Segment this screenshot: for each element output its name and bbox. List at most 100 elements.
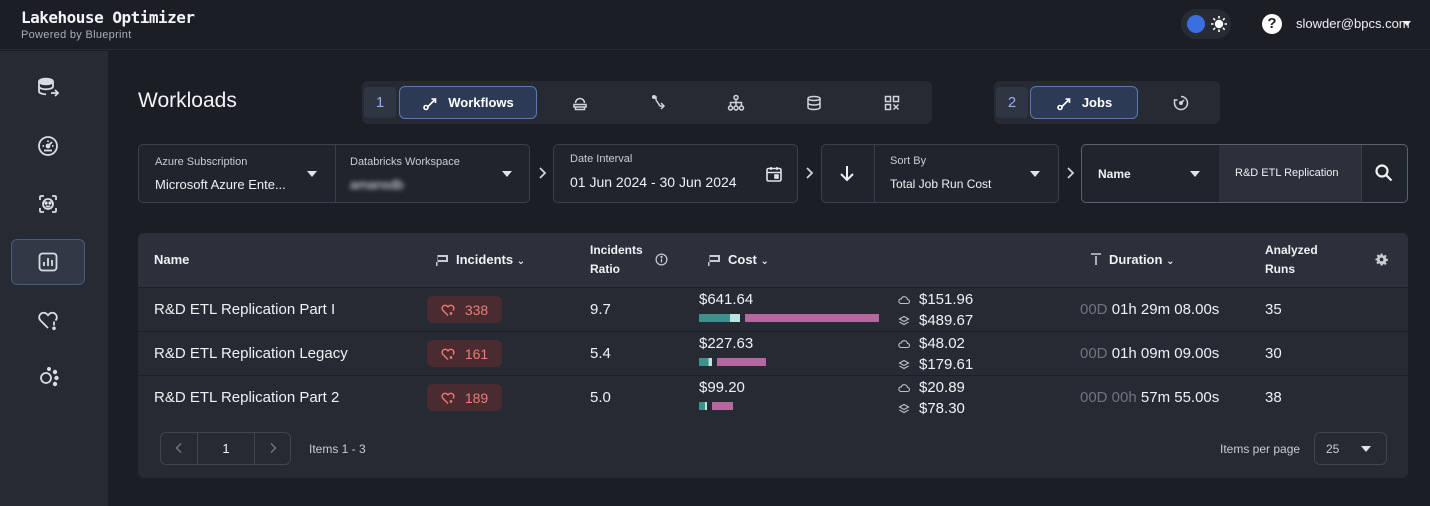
chevron-right-icon[interactable] <box>266 441 280 455</box>
brand[interactable]: Lakehouse Optimizer Powered by Blueprint <box>21 8 195 41</box>
column-incidents-label: Incidents <box>456 252 514 267</box>
table-row[interactable]: R&D ETL Replication Part 2 189 5.0 $99.2… <box>138 375 1408 419</box>
sidebar <box>0 51 108 506</box>
heart-broken-icon <box>441 348 455 360</box>
tab-grid[interactable] <box>859 86 925 119</box>
cycle-icon <box>1173 95 1189 110</box>
chevron-left-icon[interactable] <box>172 441 186 455</box>
tab-runs[interactable] <box>1148 86 1214 119</box>
column-duration[interactable]: Duration ⌄ <box>1109 252 1174 267</box>
job-name-link[interactable]: R&D ETL Replication Legacy <box>154 345 348 362</box>
flag-icon <box>708 255 720 266</box>
tab-pipelines[interactable] <box>625 86 691 119</box>
cloud-icon <box>898 295 910 304</box>
cloud-cost: $20.89 <box>898 379 965 396</box>
search-field-select[interactable]: Name <box>1082 145 1219 202</box>
cloud-cost-value: $48.02 <box>919 335 965 352</box>
tab-storage[interactable] <box>781 86 847 119</box>
column-incidents-ratio-line1[interactable]: Incidents <box>590 243 643 257</box>
incidents-count: 161 <box>464 345 489 362</box>
table-row[interactable]: R&D ETL Replication Part I 338 9.7 $641.… <box>138 287 1408 331</box>
duration-value: 01h 09m 09.00s <box>1111 345 1220 362</box>
caret-down-icon <box>307 171 317 177</box>
duration: 00D 01h 09m 09.00s <box>1080 345 1219 362</box>
tab-jobs[interactable]: Jobs <box>1030 86 1138 119</box>
tab-group-number: 1 <box>364 87 396 118</box>
tab-hierarchy[interactable] <box>703 86 769 119</box>
subscription-select[interactable]: Azure Subscription Microsoft Azure Ente.… <box>139 145 335 202</box>
sidebar-item-health[interactable] <box>11 297 85 343</box>
date-interval-value: 01 Jun 2024 - 30 Jun 2024 <box>570 174 737 190</box>
analyzed-runs: 30 <box>1265 345 1282 362</box>
total-cost: $641.64 <box>699 291 754 308</box>
table-header: Name Incidents ⌄ Incidents Ratio Cost ⌄ … <box>138 233 1408 287</box>
top-bar: Lakehouse Optimizer Powered by Blueprint… <box>0 0 1430 50</box>
table-row[interactable]: R&D ETL Replication Legacy 161 5.4 $227.… <box>138 331 1408 375</box>
sidebar-item-overview[interactable] <box>11 123 85 169</box>
calendar-icon[interactable] <box>765 165 783 183</box>
arrow-down-icon <box>840 166 854 182</box>
user-menu[interactable]: slowder@bpcs.com <box>1296 16 1410 31</box>
dbu-cost-value: $489.67 <box>919 312 974 329</box>
settings-dots-icon <box>40 366 59 387</box>
heart-alert-icon <box>38 311 58 331</box>
dbu-cost-bar <box>745 314 879 322</box>
incidents-badge[interactable]: 161 <box>427 340 502 367</box>
workspace-select[interactable]: Databricks Workspace amansdb <box>336 145 530 202</box>
tab-group-jobs: 2 Jobs <box>994 81 1220 124</box>
dbu-cost: $78.30 <box>898 400 965 417</box>
date-interval-picker[interactable]: Date Interval 01 Jun 2024 - 30 Jun 2024 <box>553 144 798 203</box>
sort-by-value: Total Job Run Cost <box>890 177 992 191</box>
theme-toggle[interactable] <box>1181 9 1231 39</box>
job-name-link[interactable]: R&D ETL Replication Part 2 <box>154 389 340 406</box>
tab-clusters[interactable] <box>547 86 613 119</box>
subscription-label: Azure Subscription <box>155 156 248 168</box>
total-cost: $99.20 <box>699 379 745 396</box>
column-cost-label: Cost <box>728 252 757 267</box>
dbu-cost-bar <box>712 402 734 410</box>
column-analyzed-runs-line1[interactable]: Analyzed <box>1265 243 1318 257</box>
chevron-down-icon: ⌄ <box>760 256 769 267</box>
sidebar-item-settings[interactable] <box>11 355 85 401</box>
cloud-icon <box>898 339 910 348</box>
search-input[interactable]: R&D ETL Replication <box>1219 145 1361 202</box>
tab-workflows[interactable]: Workflows <box>399 86 537 119</box>
caret-down-icon[interactable] <box>1403 21 1411 26</box>
gear-icon[interactable] <box>1375 253 1388 266</box>
chevron-right-icon <box>806 167 814 179</box>
cloud-cost-bar <box>699 358 713 366</box>
chevron-right-icon <box>539 167 547 179</box>
page-number-input[interactable]: 1 <box>197 433 255 464</box>
column-duration-label: Duration <box>1109 252 1163 267</box>
sidebar-item-data[interactable] <box>11 65 85 111</box>
databricks-icon <box>898 359 910 369</box>
duration: 00D 00h 57m 55.00s <box>1080 389 1219 406</box>
info-icon[interactable] <box>655 253 668 266</box>
items-per-page-label: Items per page <box>1220 442 1301 456</box>
column-analyzed-runs-line2[interactable]: Runs <box>1265 262 1295 276</box>
items-range: Items 1 - 3 <box>309 442 366 456</box>
sort-direction-button[interactable] <box>822 145 874 202</box>
databricks-icon <box>898 403 910 413</box>
column-incidents[interactable]: Incidents ⌄ <box>456 252 525 267</box>
column-incidents-ratio-line2[interactable]: Ratio <box>590 262 620 276</box>
sidebar-item-monitor[interactable] <box>11 181 85 227</box>
dbu-cost-bar <box>717 358 767 366</box>
divider <box>874 145 875 202</box>
job-name-link[interactable]: R&D ETL Replication Part I <box>154 301 336 318</box>
incidents-ratio: 5.4 <box>590 345 611 362</box>
incidents-badge[interactable]: 338 <box>427 296 502 323</box>
cloud-icon <box>898 383 910 392</box>
items-per-page-select[interactable]: 25 <box>1314 432 1387 465</box>
column-cost[interactable]: Cost ⌄ <box>728 252 769 267</box>
sort-control: Sort By Total Job Run Cost <box>821 144 1059 203</box>
workspace-value: amansdb <box>350 177 404 192</box>
sidebar-item-workloads[interactable] <box>11 239 85 285</box>
search-button[interactable] <box>1362 145 1407 202</box>
sort-by-select[interactable]: Sort By Total Job Run Cost <box>875 145 1059 202</box>
incidents-badge[interactable]: 189 <box>427 384 502 411</box>
help-icon[interactable]: ? <box>1262 14 1282 34</box>
caret-down-icon <box>502 171 512 177</box>
caret-down-icon <box>1190 171 1200 177</box>
column-name[interactable]: Name <box>154 252 190 267</box>
